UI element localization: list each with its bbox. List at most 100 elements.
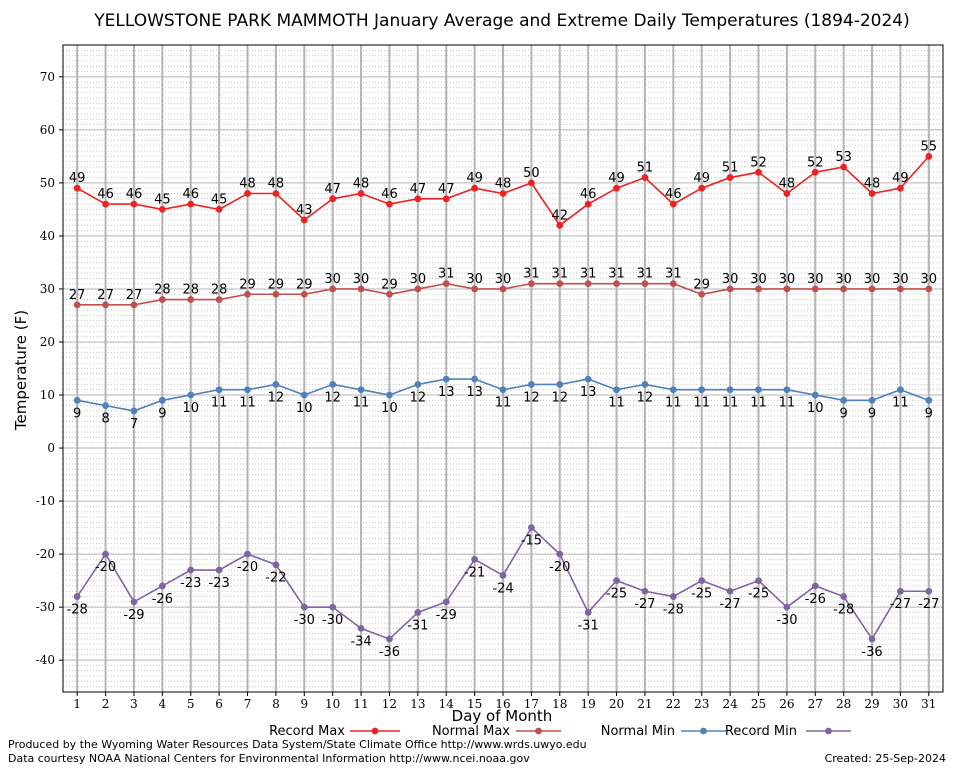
record-max-point <box>499 190 507 197</box>
record-max-point <box>755 168 762 176</box>
normal-min-point <box>641 381 649 388</box>
normal-min-data-label: 12 <box>410 390 427 405</box>
x-tick-label: 31 <box>921 697 936 711</box>
normal-max-point <box>187 296 195 303</box>
record-min-point <box>244 550 251 558</box>
x-tick-label: 20 <box>609 697 624 711</box>
record-min-point <box>584 609 592 616</box>
record-max-point <box>726 174 734 181</box>
normal-max-data-label: 30 <box>353 272 370 287</box>
record-max-point <box>357 190 365 197</box>
normal-min-point <box>357 386 365 394</box>
normal-max-point <box>102 301 109 309</box>
x-tick-label: 27 <box>808 697 823 711</box>
record-max-point <box>897 184 904 192</box>
record-min-data-label: -15 <box>521 534 542 549</box>
x-tick-label: 21 <box>637 697 652 711</box>
record-min-point <box>669 593 677 600</box>
normal-max-data-label: 30 <box>410 272 427 287</box>
normal-min-data-label: 11 <box>211 396 228 411</box>
normal-min-data-label: 11 <box>608 396 625 411</box>
normal-max-point <box>442 280 450 288</box>
y-tick-label: -10 <box>36 494 55 508</box>
record-max-data-label: 55 <box>921 139 938 154</box>
record-min-data-label: -26 <box>152 592 173 607</box>
normal-max-data-label: 28 <box>211 283 228 298</box>
y-axis-label: Temperature (F) <box>12 310 30 431</box>
legend-label-normal-min: Normal Min <box>601 724 675 739</box>
normal-min-data-label: 11 <box>353 396 370 411</box>
normal-min-data-label: 9 <box>868 406 876 421</box>
normal-max-data-label: 27 <box>97 288 114 303</box>
footer-created-date: Created: 25-Sep-2024 <box>825 752 946 765</box>
x-tick-label: 19 <box>581 697 596 711</box>
normal-min-data-label: 11 <box>750 396 767 411</box>
record-max-data-label: 42 <box>552 208 569 223</box>
record-max-point <box>556 221 564 229</box>
record-min-data-label: -30 <box>294 613 315 628</box>
normal-max-data-label: 27 <box>126 288 143 303</box>
x-tick-label: 6 <box>215 697 223 711</box>
record-min-data-label: -20 <box>549 560 570 575</box>
normal-max-data-label: 30 <box>750 272 767 287</box>
normal-max-point <box>244 290 251 298</box>
normal-max-data-label: 27 <box>69 288 86 303</box>
normal-min-point <box>925 396 933 404</box>
normal-min-data-label: 10 <box>381 401 398 416</box>
normal-max-point <box>641 280 649 288</box>
normal-max-data-label: 31 <box>523 267 540 282</box>
normal-min-point <box>556 381 564 388</box>
normal-min-point <box>215 386 223 394</box>
normal-min-data-label: 13 <box>466 385 483 400</box>
series-record-min: -28-20-29-26-23 -23-20-22-30 -30-34-36-31-… <box>67 524 939 660</box>
normal-min-data-label: 10 <box>182 401 199 416</box>
record-max-data-label: 46 <box>381 187 398 202</box>
normal-min-data-label: 11 <box>665 396 682 411</box>
footer-produced-by: Produced by the Wyoming Water Resources … <box>8 738 587 751</box>
normal-max-point <box>897 285 904 293</box>
normal-max-data-label: 28 <box>182 283 199 298</box>
normal-max-point <box>215 296 223 303</box>
normal-max-data-label: 31 <box>608 267 625 282</box>
normal-max-data-label: 30 <box>779 272 796 287</box>
record-max-data-label: 48 <box>495 176 512 191</box>
record-min-point <box>357 624 365 632</box>
normal-max-point <box>726 285 734 293</box>
record-min-data-label: -20 <box>95 560 116 575</box>
x-tick-label: 11 <box>353 697 368 711</box>
record-max-point <box>130 200 138 208</box>
record-min-point <box>329 603 337 611</box>
record-max-data-label: 46 <box>182 187 199 202</box>
record-min-point <box>613 577 620 585</box>
normal-min-point <box>698 386 706 394</box>
record-min-data-label: -31 <box>407 618 428 633</box>
record-max-data-label: 50 <box>523 166 540 181</box>
record-min-point <box>215 566 223 574</box>
record-min-point <box>527 524 535 531</box>
normal-max-point <box>556 280 564 288</box>
legend-label-record-max: Record Max <box>269 724 345 739</box>
x-tick-label: 24 <box>722 697 738 711</box>
normal-min-point <box>102 402 109 410</box>
normal-max-data-label: 30 <box>864 272 881 287</box>
normal-min-point <box>811 391 819 399</box>
normal-min-data-label: 9 <box>840 406 848 421</box>
normal-min-point <box>414 381 422 388</box>
normal-max-data-label: 31 <box>637 267 654 282</box>
record-min-data-label: -36 <box>861 645 882 660</box>
record-max-point <box>158 206 166 213</box>
x-tick-label: 14 <box>439 697 455 711</box>
normal-min-data-label: 10 <box>807 401 824 416</box>
normal-min-point <box>329 381 337 388</box>
normal-min-point <box>73 396 81 404</box>
record-min-data-label: -20 <box>237 560 258 575</box>
record-min-data-label: -24 <box>492 581 513 596</box>
normal-min-point <box>527 381 535 388</box>
y-tick-label: 60 <box>40 123 55 137</box>
normal-min-point <box>386 391 393 399</box>
record-max-data-label: 46 <box>126 187 143 202</box>
normal-max-point <box>73 301 81 309</box>
normal-max-point <box>527 280 535 288</box>
record-max-data-label: 48 <box>779 176 796 191</box>
